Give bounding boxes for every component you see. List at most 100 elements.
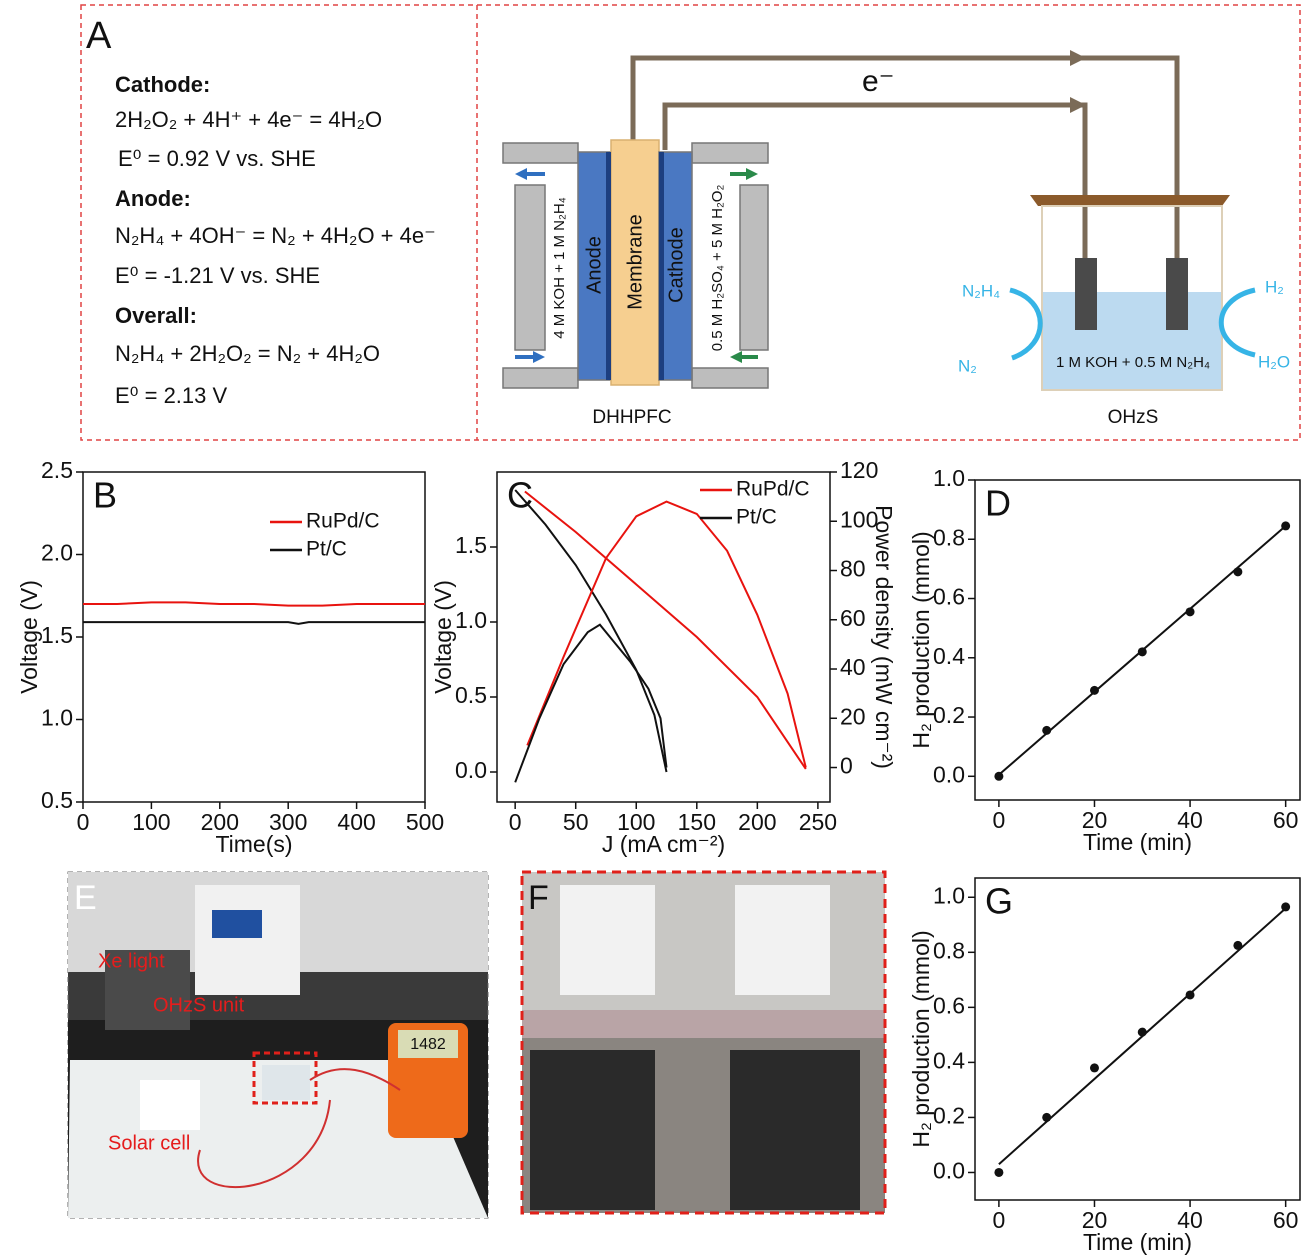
x-axis-label: Time (min) bbox=[1083, 1229, 1192, 1255]
data-point bbox=[1138, 647, 1147, 656]
plot-frame bbox=[975, 878, 1300, 1200]
y-tick-label: 0.2 bbox=[933, 1103, 965, 1129]
x-tick-label: 0 bbox=[509, 809, 522, 835]
reactant-label: N₂H₄ bbox=[962, 281, 1000, 300]
flow-arrow bbox=[730, 168, 758, 180]
potential: E⁰ = 2.13 V bbox=[115, 383, 227, 408]
y-tick-label: 0.0 bbox=[455, 757, 487, 783]
data-line bbox=[527, 502, 806, 768]
y-tick-label: 0.6 bbox=[933, 992, 965, 1018]
legend-label: Pt/C bbox=[736, 506, 777, 529]
y2-axis-label: Power density (mW cm⁻²) bbox=[871, 505, 897, 769]
panel-letter: F bbox=[528, 879, 549, 917]
data-point bbox=[1233, 941, 1242, 950]
y2-tick-label: 40 bbox=[840, 654, 866, 680]
photo-label: Xe light bbox=[98, 950, 165, 972]
x-tick-label: 100 bbox=[132, 809, 170, 835]
equation-heading: Anode: bbox=[115, 186, 191, 211]
y-tick-label: 0.6 bbox=[933, 584, 965, 610]
x-axis-label: Time(s) bbox=[215, 831, 292, 857]
x-tick-label: 60 bbox=[1273, 807, 1299, 833]
y-axis-label: H₂ production (mmol) bbox=[908, 930, 934, 1147]
data-point bbox=[1090, 686, 1099, 695]
legend-label: RuPd/C bbox=[306, 510, 380, 533]
data-point bbox=[994, 1168, 1003, 1177]
x-tick-label: 200 bbox=[738, 809, 776, 835]
legend-label: Pt/C bbox=[306, 538, 347, 561]
y-tick-label: 0.0 bbox=[933, 1158, 965, 1184]
equation: N₂H₄ + 4OH⁻ = N₂ + 4H₂O + 4e⁻ bbox=[115, 223, 436, 248]
y-tick-label: 1.0 bbox=[933, 882, 965, 908]
equation: 2H₂O₂ + 4H⁺ + 4e⁻ = 4H₂O bbox=[115, 107, 382, 132]
x-tick-label: 0 bbox=[992, 807, 1005, 833]
y-tick-label: 0.5 bbox=[41, 787, 73, 813]
y-tick-label: 1.0 bbox=[933, 465, 965, 491]
x-axis-label: Time (min) bbox=[1083, 829, 1192, 855]
y2-tick-label: 60 bbox=[840, 605, 866, 631]
y2-tick-label: 120 bbox=[840, 457, 878, 483]
x-tick-label: 250 bbox=[799, 809, 837, 835]
y-axis-label: Voltage (V) bbox=[430, 580, 456, 694]
x-tick-label: 0 bbox=[77, 809, 90, 835]
panel-letter: A bbox=[86, 15, 112, 57]
anolyte-label: 4 M KOH + 1 M N₂H₄ bbox=[551, 197, 568, 339]
x-tick-label: 60 bbox=[1273, 1207, 1299, 1233]
photo-f bbox=[522, 872, 885, 1213]
flow-arrow bbox=[515, 351, 545, 363]
panel-letter: C bbox=[507, 475, 533, 516]
legend-label: RuPd/C bbox=[736, 478, 810, 501]
flow-arrow bbox=[730, 351, 758, 363]
data-point bbox=[1186, 607, 1195, 616]
equation-heading: Cathode: bbox=[115, 72, 210, 97]
y-tick-label: 1.5 bbox=[455, 532, 487, 558]
y-tick-label: 1.5 bbox=[41, 622, 73, 648]
y-tick-label: 0.8 bbox=[933, 937, 965, 963]
figure: A Cathode: 2H₂O₂ + 4H⁺ + 4e⁻ = 4H₂O E⁰ =… bbox=[0, 0, 1303, 1255]
data-point bbox=[1138, 1028, 1147, 1037]
meter-reading: 1482 bbox=[410, 1036, 446, 1053]
data-line bbox=[515, 625, 666, 783]
y-tick-label: 2.5 bbox=[41, 457, 73, 483]
reactant-label: H₂O bbox=[1258, 352, 1290, 371]
y-tick-label: 0.4 bbox=[933, 643, 965, 669]
y-tick-label: 0.8 bbox=[933, 524, 965, 550]
panel-letter: G bbox=[985, 881, 1013, 922]
y-tick-label: 0.2 bbox=[933, 702, 965, 728]
plot-frame bbox=[497, 472, 830, 802]
x-axis-label: J (mA cm⁻²) bbox=[602, 831, 725, 857]
data-point bbox=[1233, 567, 1242, 576]
cathode-label: Cathode bbox=[665, 227, 687, 303]
photo-label: Solar cell bbox=[108, 1132, 190, 1154]
x-tick-label: 50 bbox=[563, 809, 589, 835]
photo-label: OHzS unit bbox=[153, 994, 245, 1016]
panel-letter: D bbox=[985, 483, 1011, 524]
data-point bbox=[1042, 726, 1051, 735]
data-point bbox=[1090, 1063, 1099, 1072]
data-point bbox=[1281, 902, 1290, 911]
data-line bbox=[83, 622, 425, 624]
x-tick-label: 0 bbox=[992, 1207, 1005, 1233]
y2-tick-label: 0 bbox=[840, 753, 853, 779]
arrow-head bbox=[1070, 50, 1086, 66]
unit-name: OHzS bbox=[1108, 407, 1159, 428]
product-label: H₂ bbox=[1265, 277, 1284, 296]
data-line bbox=[83, 602, 425, 605]
y2-tick-label: 20 bbox=[840, 703, 866, 729]
y-tick-label: 0.4 bbox=[933, 1047, 965, 1073]
y-tick-label: 2.0 bbox=[41, 540, 73, 566]
y-tick-label: 1.0 bbox=[41, 705, 73, 731]
equation: N₂H₄ + 2H₂O₂ = N₂ + 4H₂O bbox=[115, 341, 380, 366]
x-tick-label: 400 bbox=[337, 809, 375, 835]
electrolyte-label: 1 M KOH + 0.5 M N₂H₄ bbox=[1056, 354, 1210, 371]
data-point bbox=[1186, 990, 1195, 999]
panel-letter: B bbox=[93, 475, 117, 516]
y-tick-label: 0.0 bbox=[933, 761, 965, 787]
potential: E⁰ = 0.92 V vs. SHE bbox=[118, 146, 316, 171]
flow-arrow bbox=[515, 168, 545, 180]
y-tick-label: 0.5 bbox=[455, 682, 487, 708]
y-axis-label: H₂ production (mmol) bbox=[908, 531, 934, 748]
data-point bbox=[1042, 1113, 1051, 1122]
x-tick-label: 500 bbox=[406, 809, 444, 835]
data-point bbox=[994, 772, 1003, 781]
potential: E⁰ = -1.21 V vs. SHE bbox=[115, 263, 320, 288]
